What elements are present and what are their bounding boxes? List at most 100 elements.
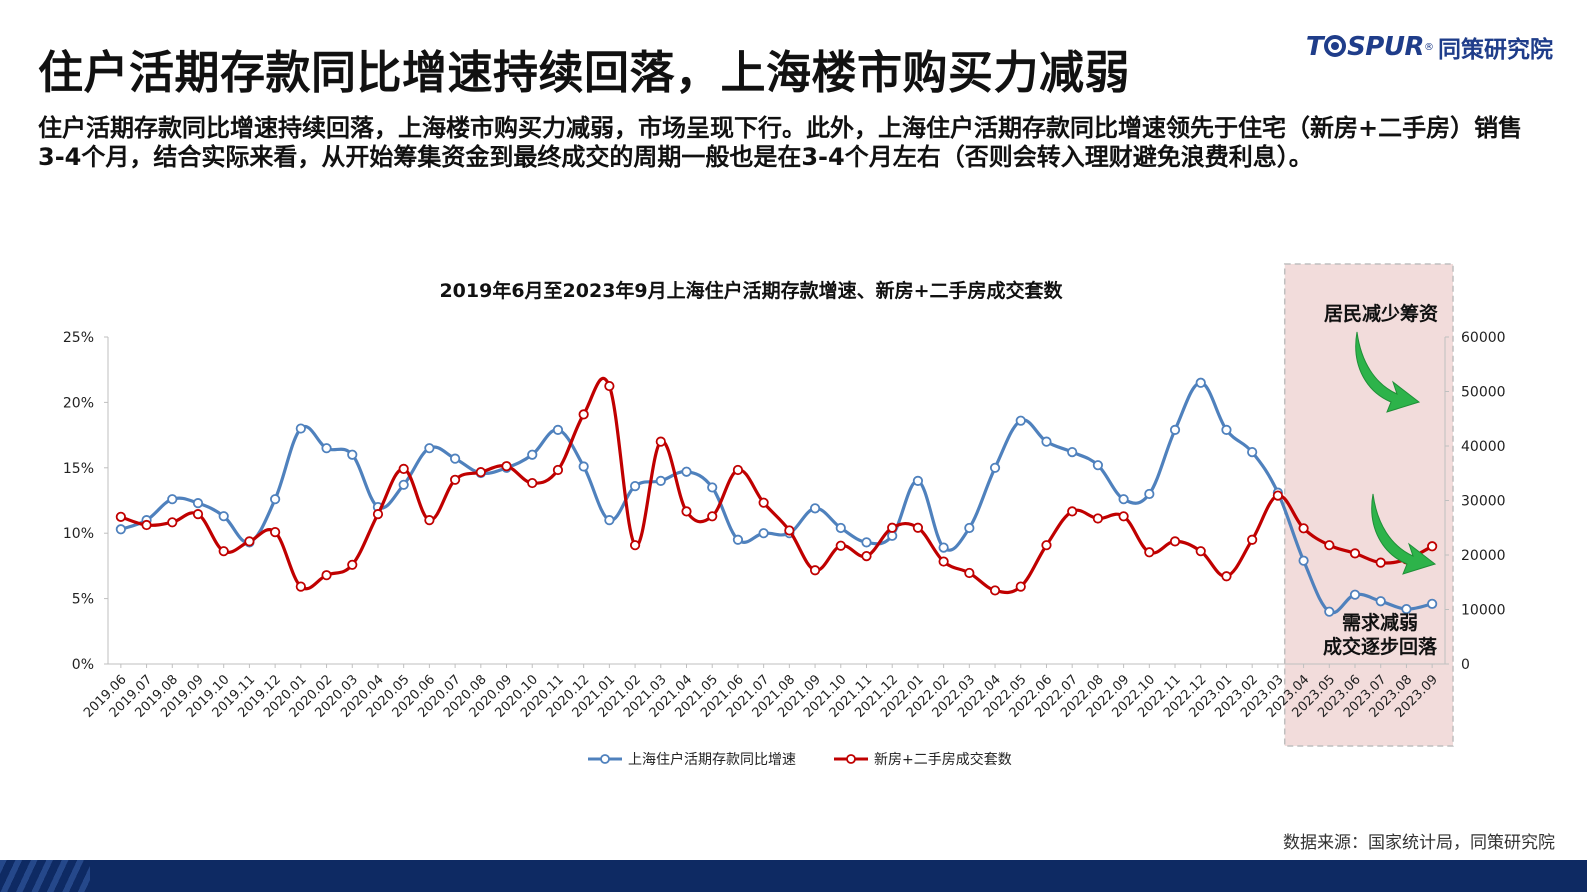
data-point <box>1324 540 1335 551</box>
data-point <box>1041 540 1052 551</box>
data-point <box>475 467 486 478</box>
data-point <box>1247 447 1258 458</box>
data-point <box>1401 603 1412 615</box>
footer-bar <box>0 860 1587 892</box>
data-point <box>1298 555 1309 566</box>
data-point <box>1067 447 1078 458</box>
data-point <box>244 536 255 547</box>
globe-icon <box>1324 35 1347 57</box>
data-point <box>578 409 589 420</box>
data-point <box>398 479 409 490</box>
data-point <box>707 511 718 522</box>
data-point <box>758 497 769 508</box>
data-point <box>1272 490 1283 501</box>
data-point <box>321 443 332 454</box>
data-source: 数据来源：国家统计局，同策研究院 <box>1283 833 1555 853</box>
data-point <box>912 522 924 533</box>
data-point <box>424 515 435 526</box>
data-point <box>115 511 126 522</box>
data-point <box>578 461 589 472</box>
legend-marker <box>600 754 610 764</box>
data-point <box>887 530 898 541</box>
data-point <box>295 581 306 592</box>
data-point <box>398 463 409 474</box>
data-point <box>270 527 281 538</box>
series-line <box>120 376 1433 595</box>
data-point <box>1375 557 1386 568</box>
data-point <box>1298 523 1309 534</box>
data-point <box>604 515 615 526</box>
legend-marker <box>846 754 856 764</box>
data-point <box>681 506 692 517</box>
page-subtitle: 住户活期存款同比增速持续回落，上海楼市购买力减弱，市场呈现下行。此外，上海住户活… <box>38 114 1523 171</box>
data-point <box>1324 606 1335 617</box>
data-point <box>1427 541 1438 552</box>
data-point <box>1015 581 1026 592</box>
data-point <box>372 509 384 520</box>
data-point <box>1195 546 1206 557</box>
data-point <box>681 466 692 477</box>
footer-decoration <box>0 860 90 892</box>
data-point <box>527 449 538 460</box>
data-point <box>1092 513 1103 524</box>
legend-label: 上海住户活期存款同比增速 <box>628 751 796 768</box>
callout-top: 居民减少筹资 <box>1323 303 1438 325</box>
data-point <box>347 559 358 570</box>
data-point <box>1144 488 1155 500</box>
data-point <box>732 534 744 545</box>
data-point <box>655 436 666 447</box>
data-point <box>758 528 769 539</box>
data-point <box>912 475 924 486</box>
data-point <box>809 565 821 576</box>
data-point <box>1169 424 1181 435</box>
curved-arrow-down-right-icon <box>1371 493 1437 575</box>
logo-chinese-name: 同策研究院 <box>1438 37 1553 63</box>
logo-letter-t: T <box>1305 32 1324 62</box>
data-point <box>835 522 846 534</box>
data-point <box>295 423 306 434</box>
data-point <box>1092 460 1103 471</box>
data-point <box>1247 534 1258 545</box>
data-point <box>604 380 615 392</box>
data-point <box>218 546 229 557</box>
data-point <box>450 474 461 485</box>
callout-bottom-line2: 成交逐步回落 <box>1322 636 1437 658</box>
data-point <box>1144 547 1155 558</box>
data-point <box>1118 511 1129 522</box>
data-point <box>835 540 846 551</box>
y-right-tick-label: 20000 <box>1461 548 1506 564</box>
data-point <box>552 424 564 435</box>
data-point <box>964 522 975 534</box>
callout-bottom: 需求减弱 成交逐步回落 <box>1310 611 1450 659</box>
data-point <box>887 522 898 533</box>
data-point <box>192 498 204 509</box>
data-point <box>527 477 538 489</box>
data-point <box>1169 536 1181 547</box>
chart-series <box>115 376 1438 617</box>
data-point <box>1349 548 1361 559</box>
data-point <box>115 524 126 535</box>
y-right-tick-label: 50000 <box>1461 385 1506 401</box>
data-point <box>1195 377 1206 388</box>
callout-bottom-line1: 需求减弱 <box>1341 612 1418 634</box>
registered-mark: ® <box>1424 41 1434 53</box>
arrow-shape <box>1355 331 1421 413</box>
y-left-tick-label: 20% <box>63 395 94 411</box>
highlight-region <box>1283 263 1454 747</box>
data-point <box>861 537 872 548</box>
data-point <box>1375 596 1386 607</box>
series-sales-units <box>115 376 1438 596</box>
data-point <box>809 503 821 514</box>
data-point <box>1015 415 1026 426</box>
data-point <box>938 542 949 553</box>
y-left-tick-label: 0% <box>72 657 94 673</box>
data-point <box>167 517 178 528</box>
series-deposit-growth <box>115 377 1438 617</box>
legend-item-sales: 新房+二手房成交套数 <box>834 751 1012 768</box>
data-point <box>141 519 152 531</box>
logo-letters-spur: SPUR <box>1347 32 1424 62</box>
data-point <box>1427 598 1438 609</box>
y-right-tick-label: 0 <box>1461 657 1470 673</box>
page-title: 住户活期存款同比增速持续回落，上海楼市购买力减弱 <box>38 46 1131 99</box>
y-right-tick-label: 60000 <box>1461 330 1506 346</box>
